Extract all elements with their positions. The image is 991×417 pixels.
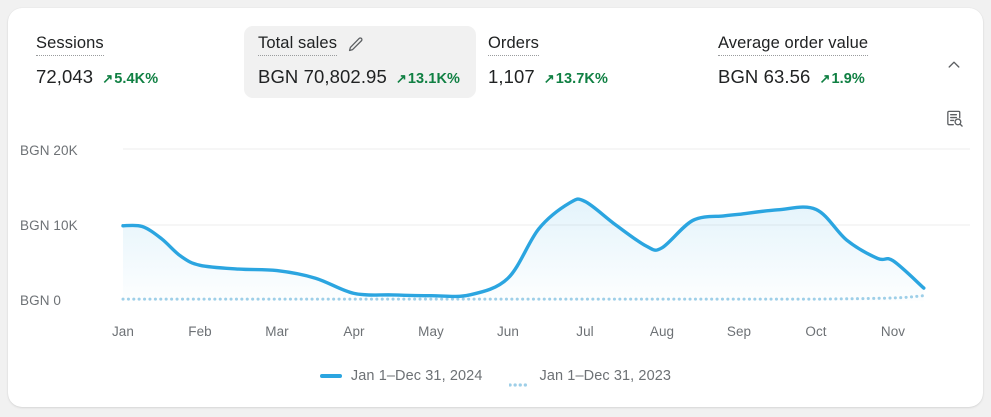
x-axis-tick-sep: Sep <box>726 324 752 339</box>
trend-up-arrow-icon: ↗ <box>102 70 114 86</box>
metric-value: 1,107 <box>488 65 535 87</box>
metric-label: Sessions <box>36 34 104 56</box>
view-report-icon <box>945 109 964 133</box>
metric-value-row: BGN 70,802.95 ↗13.1K% <box>258 66 462 88</box>
chart-legend: Jan 1–Dec 31, 2024 Jan 1–Dec 31, 2023 <box>8 368 983 387</box>
y-axis-tick-10k: BGN 10K <box>20 218 78 233</box>
x-axis-tick-feb: Feb <box>188 324 212 339</box>
metric-value: BGN 70,802.95 <box>258 65 387 87</box>
series-line-2024 <box>121 197 926 299</box>
legend-label: Jan 1–Dec 31, 2023 <box>539 368 672 384</box>
pencil-icon[interactable] <box>347 36 364 53</box>
metric-delta-value: 5.4K% <box>114 70 159 87</box>
line-chart <box>121 148 970 301</box>
metric-label-row: Total sales <box>258 34 462 56</box>
analytics-card: Sessions 72,043 ↗5.4K% Total sales BGN 7… <box>8 8 983 407</box>
metric-total-sales[interactable]: Total sales BGN 70,802.95 ↗13.1K% <box>244 26 476 98</box>
metric-sessions[interactable]: Sessions 72,043 ↗5.4K% <box>22 26 172 98</box>
metric-delta: ↗1.9% <box>819 71 864 87</box>
metric-label: Average order value <box>718 34 869 56</box>
metrics-row: Sessions 72,043 ↗5.4K% Total sales BGN 7… <box>8 26 983 102</box>
x-axis-tick-oct: Oct <box>805 324 827 339</box>
chart-area: BGN 20K BGN 10K BGN 0 Jan Feb Mar Apr May Jun… <box>8 128 983 348</box>
collapse-button[interactable] <box>941 54 967 80</box>
metric-label: Orders <box>488 34 540 56</box>
metric-orders[interactable]: Orders 1,107 ↗13.7K% <box>474 26 622 98</box>
legend-label: Jan 1–Dec 31, 2024 <box>350 368 483 384</box>
chevron-up-icon <box>946 57 962 78</box>
metric-delta-value: 13.1K% <box>407 70 461 87</box>
legend-swatch-solid-icon <box>319 374 342 378</box>
series-area-2024 <box>123 199 924 301</box>
y-axis-tick-20k: BGN 20K <box>20 143 78 158</box>
x-axis-tick-jun: Jun <box>496 324 520 339</box>
x-axis-tick-jan: Jan <box>111 324 135 339</box>
metric-value-row: 1,107 ↗13.7K% <box>488 66 608 88</box>
metric-label-row: Sessions <box>36 34 158 56</box>
y-axis-tick-0: BGN 0 <box>20 293 62 308</box>
metric-label-row: Average order value <box>718 34 869 56</box>
legend-item-2024[interactable]: Jan 1–Dec 31, 2024 <box>319 368 483 384</box>
metric-value: 72,043 <box>36 65 94 87</box>
metric-delta-value: 13.7K% <box>555 70 608 87</box>
x-axis-tick-jul: Jul <box>576 324 594 339</box>
x-axis-tick-may: May <box>418 324 444 339</box>
trend-up-arrow-icon: ↗ <box>819 70 831 86</box>
metric-delta: ↗13.7K% <box>544 71 608 87</box>
legend-item-2023[interactable]: Jan 1–Dec 31, 2023 <box>507 368 672 387</box>
x-axis-tick-apr: Apr <box>343 324 365 339</box>
metric-label-row: Orders <box>488 34 608 56</box>
x-axis-tick-nov: Nov <box>880 324 906 339</box>
metric-delta: ↗5.4K% <box>102 71 158 87</box>
metric-value-row: 72,043 ↗5.4K% <box>36 66 158 88</box>
trend-up-arrow-icon: ↗ <box>395 70 407 86</box>
metric-value: BGN 63.56 <box>718 65 811 87</box>
legend-swatch-dotted-icon <box>507 374 532 387</box>
series-line-2023 <box>121 294 926 301</box>
metric-label: Total sales <box>258 34 338 56</box>
view-report-button[interactable] <box>941 108 967 134</box>
metric-average-order-value[interactable]: Average order value BGN 63.56 ↗1.9% <box>704 26 882 98</box>
metric-delta: ↗13.1K% <box>396 71 460 87</box>
x-axis-tick-mar: Mar <box>265 324 289 339</box>
metric-value-row: BGN 63.56 ↗1.9% <box>718 66 868 88</box>
chart-gridlines <box>123 148 970 226</box>
x-axis-tick-aug: Aug <box>649 324 675 339</box>
metric-delta-value: 1.9% <box>831 70 865 87</box>
trend-up-arrow-icon: ↗ <box>543 70 555 86</box>
